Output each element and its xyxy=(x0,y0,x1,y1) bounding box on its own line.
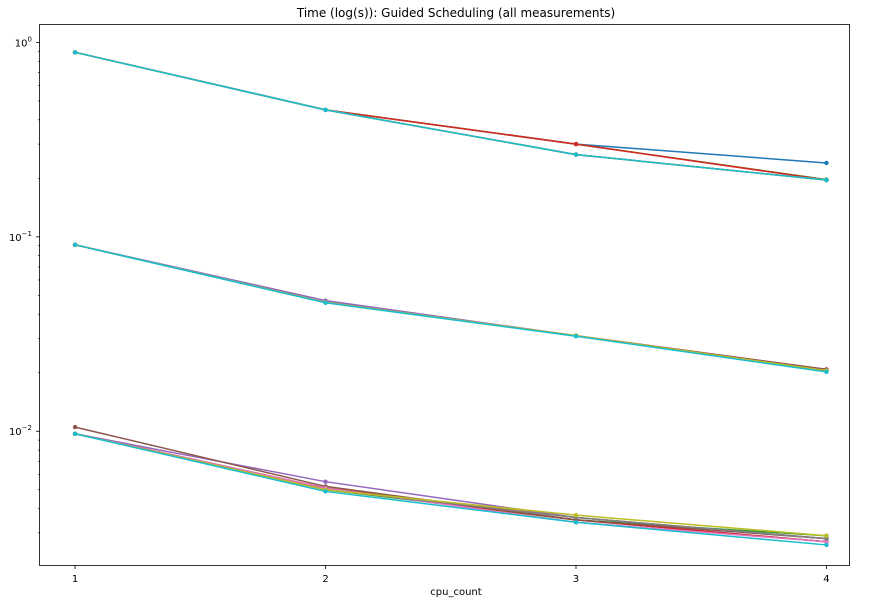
plot-frame xyxy=(39,24,850,566)
data-point xyxy=(72,431,78,436)
data-point xyxy=(323,107,328,113)
data-point xyxy=(573,520,579,525)
data-point xyxy=(573,152,579,157)
data-point xyxy=(824,160,829,166)
x-tick-label: 2 xyxy=(322,574,328,585)
data-point xyxy=(824,539,829,544)
data-point xyxy=(323,479,328,484)
y-tick-label: 100 xyxy=(15,35,32,49)
data-point xyxy=(824,177,829,183)
series-line xyxy=(74,433,827,543)
data-point xyxy=(573,512,579,518)
x-tick-label: 4 xyxy=(823,574,829,585)
series-line xyxy=(74,244,827,373)
series-10 xyxy=(72,50,829,183)
y-tick-label: 10−2 xyxy=(9,424,32,438)
data-point xyxy=(323,300,328,305)
data-point xyxy=(573,141,579,147)
data-point xyxy=(323,489,328,494)
series-layer xyxy=(72,50,829,548)
y-axis: 10−2 10−1 100 xyxy=(9,35,40,534)
x-tick-label: 3 xyxy=(573,574,579,585)
data-point xyxy=(824,533,829,538)
chart-title: Time (log(s)): Guided Scheduling (all me… xyxy=(296,6,615,20)
x-tick-label: 1 xyxy=(72,574,78,585)
series-line xyxy=(74,51,827,181)
data-point xyxy=(72,424,78,430)
y-tick-label: 10−1 xyxy=(9,230,32,244)
data-point xyxy=(72,50,78,55)
data-point xyxy=(824,369,829,375)
series-line xyxy=(74,433,827,537)
series-30 xyxy=(72,431,829,548)
series-20 xyxy=(72,242,829,375)
data-point xyxy=(573,334,579,339)
data-point xyxy=(824,542,829,548)
x-axis-label: cpu_count xyxy=(430,587,481,598)
x-axis: 1 2 3 4 xyxy=(72,565,830,585)
data-point xyxy=(72,242,78,248)
series-line xyxy=(74,433,827,546)
